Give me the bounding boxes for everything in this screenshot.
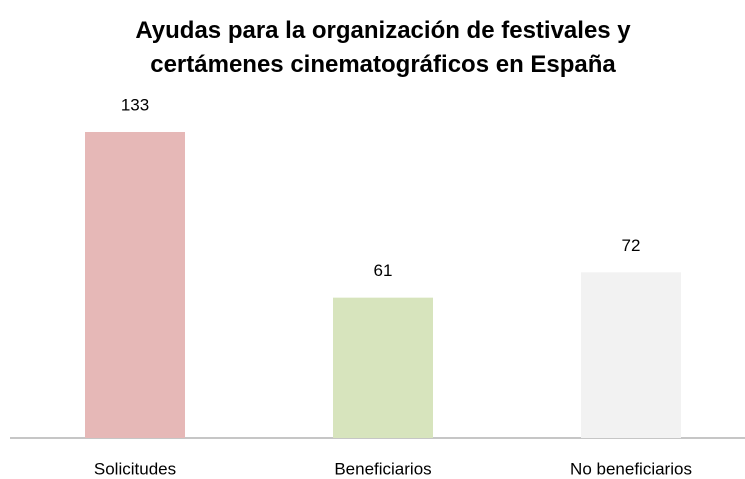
x-tick-label: No beneficiarios xyxy=(570,459,692,478)
chart-title: Ayudas para la organización de festivale… xyxy=(135,17,631,78)
value-label: 61 xyxy=(374,261,393,280)
x-tick-label: Solicitudes xyxy=(94,459,176,478)
value-label: 72 xyxy=(622,236,641,255)
bar xyxy=(581,272,681,438)
x-tick-label: Beneficiarios xyxy=(334,459,431,478)
bar xyxy=(85,132,185,438)
bar xyxy=(333,297,433,438)
value-label: 133 xyxy=(121,95,149,114)
